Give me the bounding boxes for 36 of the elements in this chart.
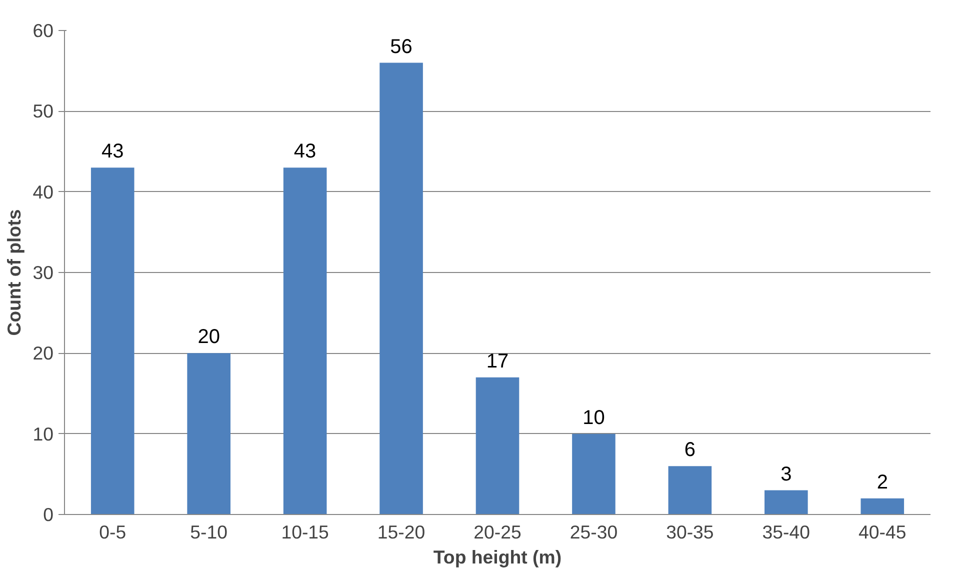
data-label: 17	[486, 350, 509, 372]
data-label: 20	[198, 326, 220, 348]
y-tick-label: 50	[32, 100, 54, 122]
bar	[380, 62, 423, 514]
data-label: 3	[780, 463, 792, 486]
y-tick-label: 0	[43, 504, 54, 525]
data-label: 43	[294, 140, 316, 163]
x-tick-label: 10-15	[281, 522, 329, 542]
x-tick-label: 5-10	[190, 522, 228, 542]
x-tick-label: 30-35	[666, 522, 714, 542]
bar	[572, 434, 616, 514]
bar	[476, 377, 520, 514]
bar	[187, 353, 230, 514]
y-tick-label: 40	[32, 181, 54, 202]
data-label: 6	[684, 439, 696, 462]
x-axis-title: Top height (m)	[433, 546, 562, 568]
data-label: 56	[390, 36, 412, 58]
bar	[668, 466, 712, 514]
y-axis-title: Count of plots	[4, 209, 25, 336]
bar	[90, 168, 134, 514]
data-label: 43	[101, 140, 124, 163]
bar	[283, 168, 327, 514]
x-tick-label: 35-40	[762, 522, 810, 542]
x-tick-label: 15-20	[377, 522, 426, 542]
y-tick-label: 60	[32, 20, 54, 41]
bar	[860, 498, 904, 514]
data-label: 2	[876, 471, 888, 494]
y-tick-label: 10	[32, 423, 54, 444]
data-label: 10	[582, 406, 605, 429]
x-tick-label: 40-45	[858, 522, 906, 542]
bar	[764, 490, 808, 514]
y-tick-label: 30	[32, 262, 54, 283]
x-tick-label: 20-25	[474, 522, 522, 542]
x-tick-label: 25-30	[570, 522, 618, 542]
y-tick-label: 20	[32, 342, 54, 364]
x-tick-label: 0-5	[99, 522, 126, 542]
